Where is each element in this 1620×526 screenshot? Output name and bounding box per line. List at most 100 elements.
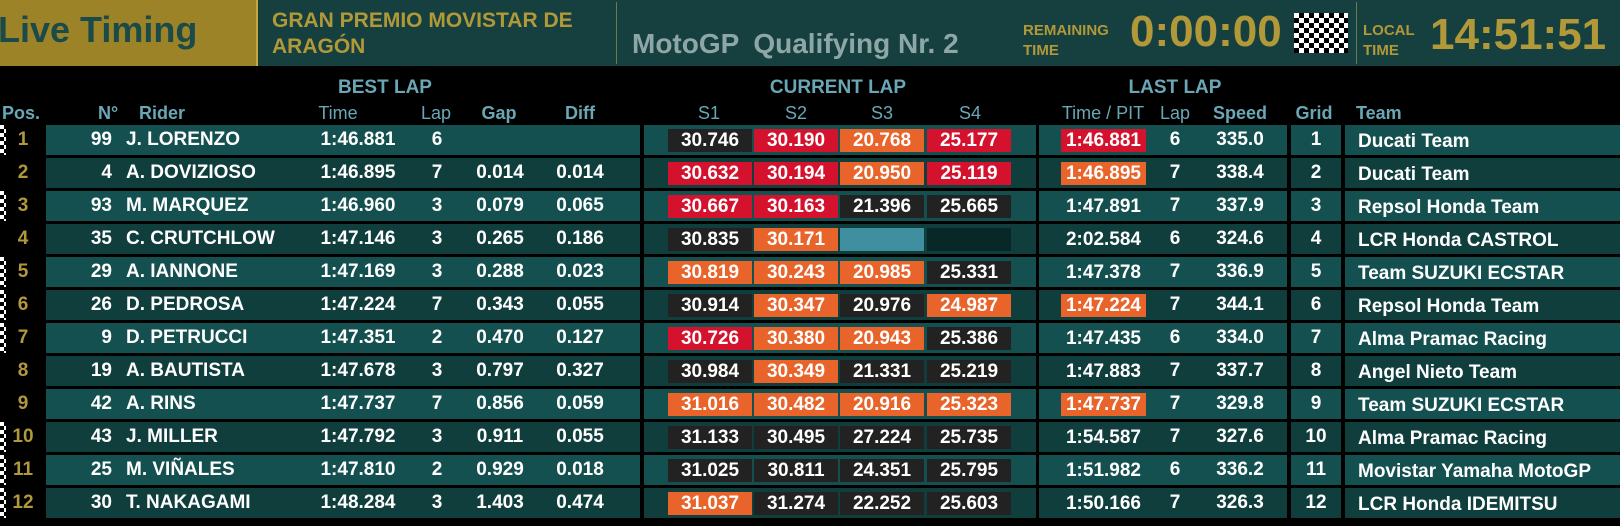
gap-value: 0.265 [476, 228, 524, 249]
grid-position: 10 [1305, 426, 1327, 447]
rider-name: A. RINS [126, 393, 196, 414]
table-row[interactable]: 1 99 J. LORENZO 1:46.881 6 30.746 30.190… [0, 125, 1620, 155]
position-cell: 8 [6, 356, 40, 386]
column-header-s2[interactable]: S2 [784, 103, 808, 123]
best-lap-time: 1:47.810 [320, 459, 396, 480]
team-name: Team SUZUKI ECSTAR [1358, 395, 1565, 416]
diff-value: 0.055 [556, 294, 604, 315]
last-lap-number: 6 [1169, 327, 1181, 348]
checkered-flag-icon [0, 257, 8, 287]
top-speed: 337.9 [1216, 195, 1264, 216]
sector-3: 20.943 [840, 327, 924, 350]
grid-position: 1 [1310, 129, 1322, 150]
table-row[interactable]: 10 43 J. MILLER 1:47.792 3 0.911 0.055 3… [0, 422, 1620, 452]
table-row[interactable]: 3 93 M. MARQUEZ 1:46.960 3 0.079 0.065 3… [0, 191, 1620, 221]
checkered-flag-icon [0, 191, 8, 221]
column-header-last-lap[interactable]: Lap [1159, 103, 1191, 123]
column-header-speed[interactable]: Speed [1212, 103, 1268, 123]
grid-section [1291, 422, 1341, 452]
table-row[interactable]: 8 19 A. BAUTISTA 1:47.678 3 0.797 0.327 … [0, 356, 1620, 386]
last-lap-time: 1:46.895 [1061, 162, 1146, 185]
grid-position: 7 [1310, 327, 1322, 348]
grid-position: 5 [1310, 261, 1322, 282]
last-lap-time: 1:50.166 [1065, 493, 1141, 514]
table-row[interactable]: 11 25 M. VIÑALES 1:47.810 2 0.929 0.018 … [0, 455, 1620, 485]
session-name: Qualifying Nr. 2 [753, 28, 959, 59]
rider-number: 4 [101, 162, 112, 183]
column-header-time[interactable]: Time [318, 103, 358, 123]
last-lap-section [1039, 422, 1287, 452]
sector-1: 31.133 [668, 426, 752, 449]
last-lap-time: 1:47.378 [1065, 262, 1141, 283]
column-header-lap[interactable]: Lap [420, 103, 452, 123]
position-cell: 7 [6, 323, 40, 353]
diff-value: 0.018 [556, 459, 604, 480]
gap-value: 0.856 [476, 393, 524, 414]
rider-name: D. PEDROSA [126, 294, 245, 315]
best-lap-section [46, 191, 640, 221]
column-header-diff[interactable]: Diff [565, 103, 595, 123]
team-name: Movistar Yamaha MotoGP [1358, 461, 1591, 482]
grid-position: 3 [1310, 195, 1322, 216]
grid-section [1291, 290, 1341, 320]
column-header-grid[interactable]: Grid [1295, 103, 1333, 123]
diff-value: 0.014 [556, 162, 604, 183]
best-lap-time: 1:47.737 [320, 393, 396, 414]
table-row[interactable]: 5 29 A. IANNONE 1:47.169 3 0.288 0.023 3… [0, 257, 1620, 287]
top-speed: 336.2 [1216, 459, 1264, 480]
best-lap-time: 1:47.169 [320, 261, 396, 282]
checkered-flag-icon [0, 455, 8, 485]
position-cell: 3 [6, 191, 40, 221]
column-header-rider[interactable]: Rider [139, 103, 186, 123]
column-header-pos[interactable]: Pos. [2, 103, 41, 123]
last-lap-time: 1:47.737 [1061, 393, 1146, 416]
last-lap-number: 6 [1169, 129, 1181, 150]
column-header-number[interactable]: N° [98, 103, 119, 123]
column-header-last-time[interactable]: Time / PIT [1061, 103, 1145, 123]
grid-section [1291, 356, 1341, 386]
sector-4: 25.331 [927, 261, 1011, 284]
table-row[interactable]: 12 30 T. NAKAGAMI 1:48.284 3 1.403 0.474… [0, 488, 1620, 518]
best-lap-number: 7 [431, 162, 443, 183]
rider-name: J. LORENZO [126, 129, 241, 150]
top-speed: 329.8 [1216, 393, 1264, 414]
best-lap-number: 3 [431, 195, 443, 216]
rider-number: 26 [90, 294, 112, 315]
table-row[interactable]: 7 9 D. PETRUCCI 1:47.351 2 0.470 0.127 3… [0, 323, 1620, 353]
rider-number: 29 [90, 261, 112, 282]
team-name: LCR Honda IDEMITSU [1358, 494, 1558, 515]
grid-section [1291, 191, 1341, 221]
sector-3 [840, 228, 924, 251]
grid-section [1291, 158, 1341, 188]
best-lap-number: 3 [431, 492, 443, 513]
divider [1356, 2, 1357, 64]
last-lap-section [1039, 455, 1287, 485]
table-row[interactable]: 2 4 A. DOVIZIOSO 1:46.895 7 0.014 0.014 … [0, 158, 1620, 188]
gap-value: 1.403 [476, 492, 524, 513]
table-row[interactable]: 9 42 A. RINS 1:47.737 7 0.856 0.059 31.0… [0, 389, 1620, 419]
rider-name: A. IANNONE [126, 261, 238, 282]
rider-name: C. CRUTCHLOW [126, 228, 275, 249]
rider-number: 19 [90, 360, 112, 381]
checkered-flag-icon [1294, 13, 1348, 53]
column-header-team[interactable]: Team [1356, 103, 1402, 123]
checkered-flag-icon [0, 323, 8, 353]
column-header-s3[interactable]: S3 [870, 103, 894, 123]
checkered-flag-icon [0, 125, 8, 155]
top-bar: Live Timing GRAN PREMIO MOVISTAR DE ARAG… [0, 0, 1620, 66]
table-row[interactable]: 4 35 C. CRUTCHLOW 1:47.146 3 0.265 0.186… [0, 224, 1620, 254]
sector-1: 30.746 [668, 129, 752, 152]
column-header-gap[interactable]: Gap [481, 103, 517, 123]
table-row[interactable]: 6 26 D. PEDROSA 1:47.224 7 0.343 0.055 3… [0, 290, 1620, 320]
best-lap-time: 1:47.678 [320, 360, 396, 381]
sector-1: 30.726 [668, 327, 752, 350]
column-header-s4[interactable]: S4 [958, 103, 982, 123]
grid-position: 2 [1310, 162, 1322, 183]
best-lap-time: 1:47.146 [320, 228, 396, 249]
sector-4: 25.795 [927, 459, 1011, 482]
best-lap-time: 1:47.792 [320, 426, 396, 447]
team-name: Team SUZUKI ECSTAR [1358, 263, 1565, 284]
last-lap-number: 6 [1169, 459, 1181, 480]
column-header-s1[interactable]: S1 [697, 103, 721, 123]
sector-1: 30.984 [668, 360, 752, 383]
